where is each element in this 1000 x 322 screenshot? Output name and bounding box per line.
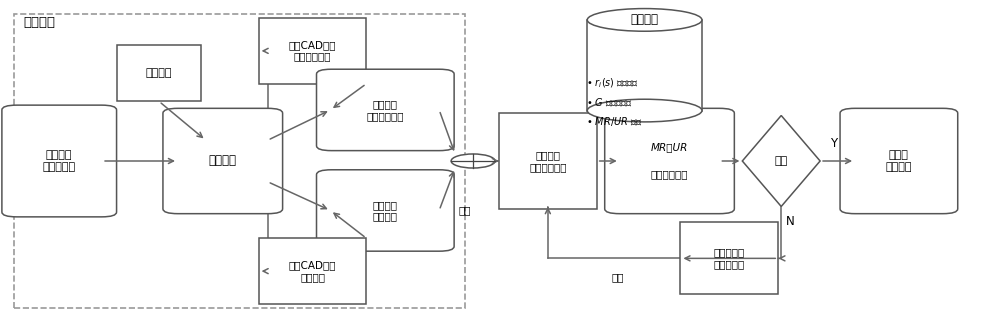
FancyBboxPatch shape [163, 108, 283, 214]
Ellipse shape [587, 9, 702, 31]
Circle shape [451, 154, 495, 168]
FancyBboxPatch shape [680, 223, 778, 294]
Ellipse shape [587, 99, 702, 122]
Text: 已有工作: 已有工作 [23, 16, 55, 29]
FancyBboxPatch shape [587, 20, 702, 110]
Text: Y: Y [831, 137, 838, 150]
FancyBboxPatch shape [317, 69, 454, 151]
Text: 贯通: 贯通 [775, 156, 788, 166]
FancyBboxPatch shape [499, 113, 597, 209]
Text: MR与UR: MR与UR [651, 143, 688, 153]
Text: • $r_i(s)$ 交点计算: • $r_i(s)$ 交点计算 [586, 76, 638, 90]
Text: 制造特征: 制造特征 [209, 155, 237, 167]
Text: 粗加工
工艺方案: 粗加工 工艺方案 [886, 150, 912, 172]
FancyBboxPatch shape [259, 238, 366, 304]
Text: 相似特征
初始工艺方案: 相似特征 初始工艺方案 [367, 99, 404, 121]
FancyBboxPatch shape [317, 170, 454, 251]
Text: 待制零件
初始工艺方案: 待制零件 初始工艺方案 [529, 150, 567, 172]
FancyBboxPatch shape [259, 18, 366, 84]
Text: 粗加工工序
自适应进化: 粗加工工序 自适应进化 [714, 248, 745, 269]
Text: • $G$ 构建与分割: • $G$ 构建与分割 [586, 96, 632, 108]
Text: N: N [786, 215, 795, 228]
Text: 更新: 更新 [611, 272, 624, 282]
Text: 动态演化模型: 动态演化模型 [651, 169, 688, 179]
Text: 待制零件
（型腔类）: 待制零件 （型腔类） [43, 150, 76, 172]
FancyBboxPatch shape [2, 105, 117, 217]
Text: 相似零件
典型工艺: 相似零件 典型工艺 [373, 200, 398, 221]
FancyBboxPatch shape [605, 108, 734, 214]
Polygon shape [742, 116, 820, 206]
Text: 中轴算法: 中轴算法 [631, 14, 659, 26]
Text: 特征识别: 特征识别 [146, 68, 172, 78]
Text: 三维CAD模型
整体检索: 三维CAD模型 整体检索 [289, 260, 336, 282]
Text: 映射: 映射 [459, 205, 471, 215]
FancyBboxPatch shape [117, 45, 201, 101]
Text: • $MR$/$UR$ 计算: • $MR$/$UR$ 计算 [586, 115, 642, 128]
FancyBboxPatch shape [840, 108, 958, 214]
Text: 三维CAD模型
局部结构检索: 三维CAD模型 局部结构检索 [289, 40, 336, 62]
